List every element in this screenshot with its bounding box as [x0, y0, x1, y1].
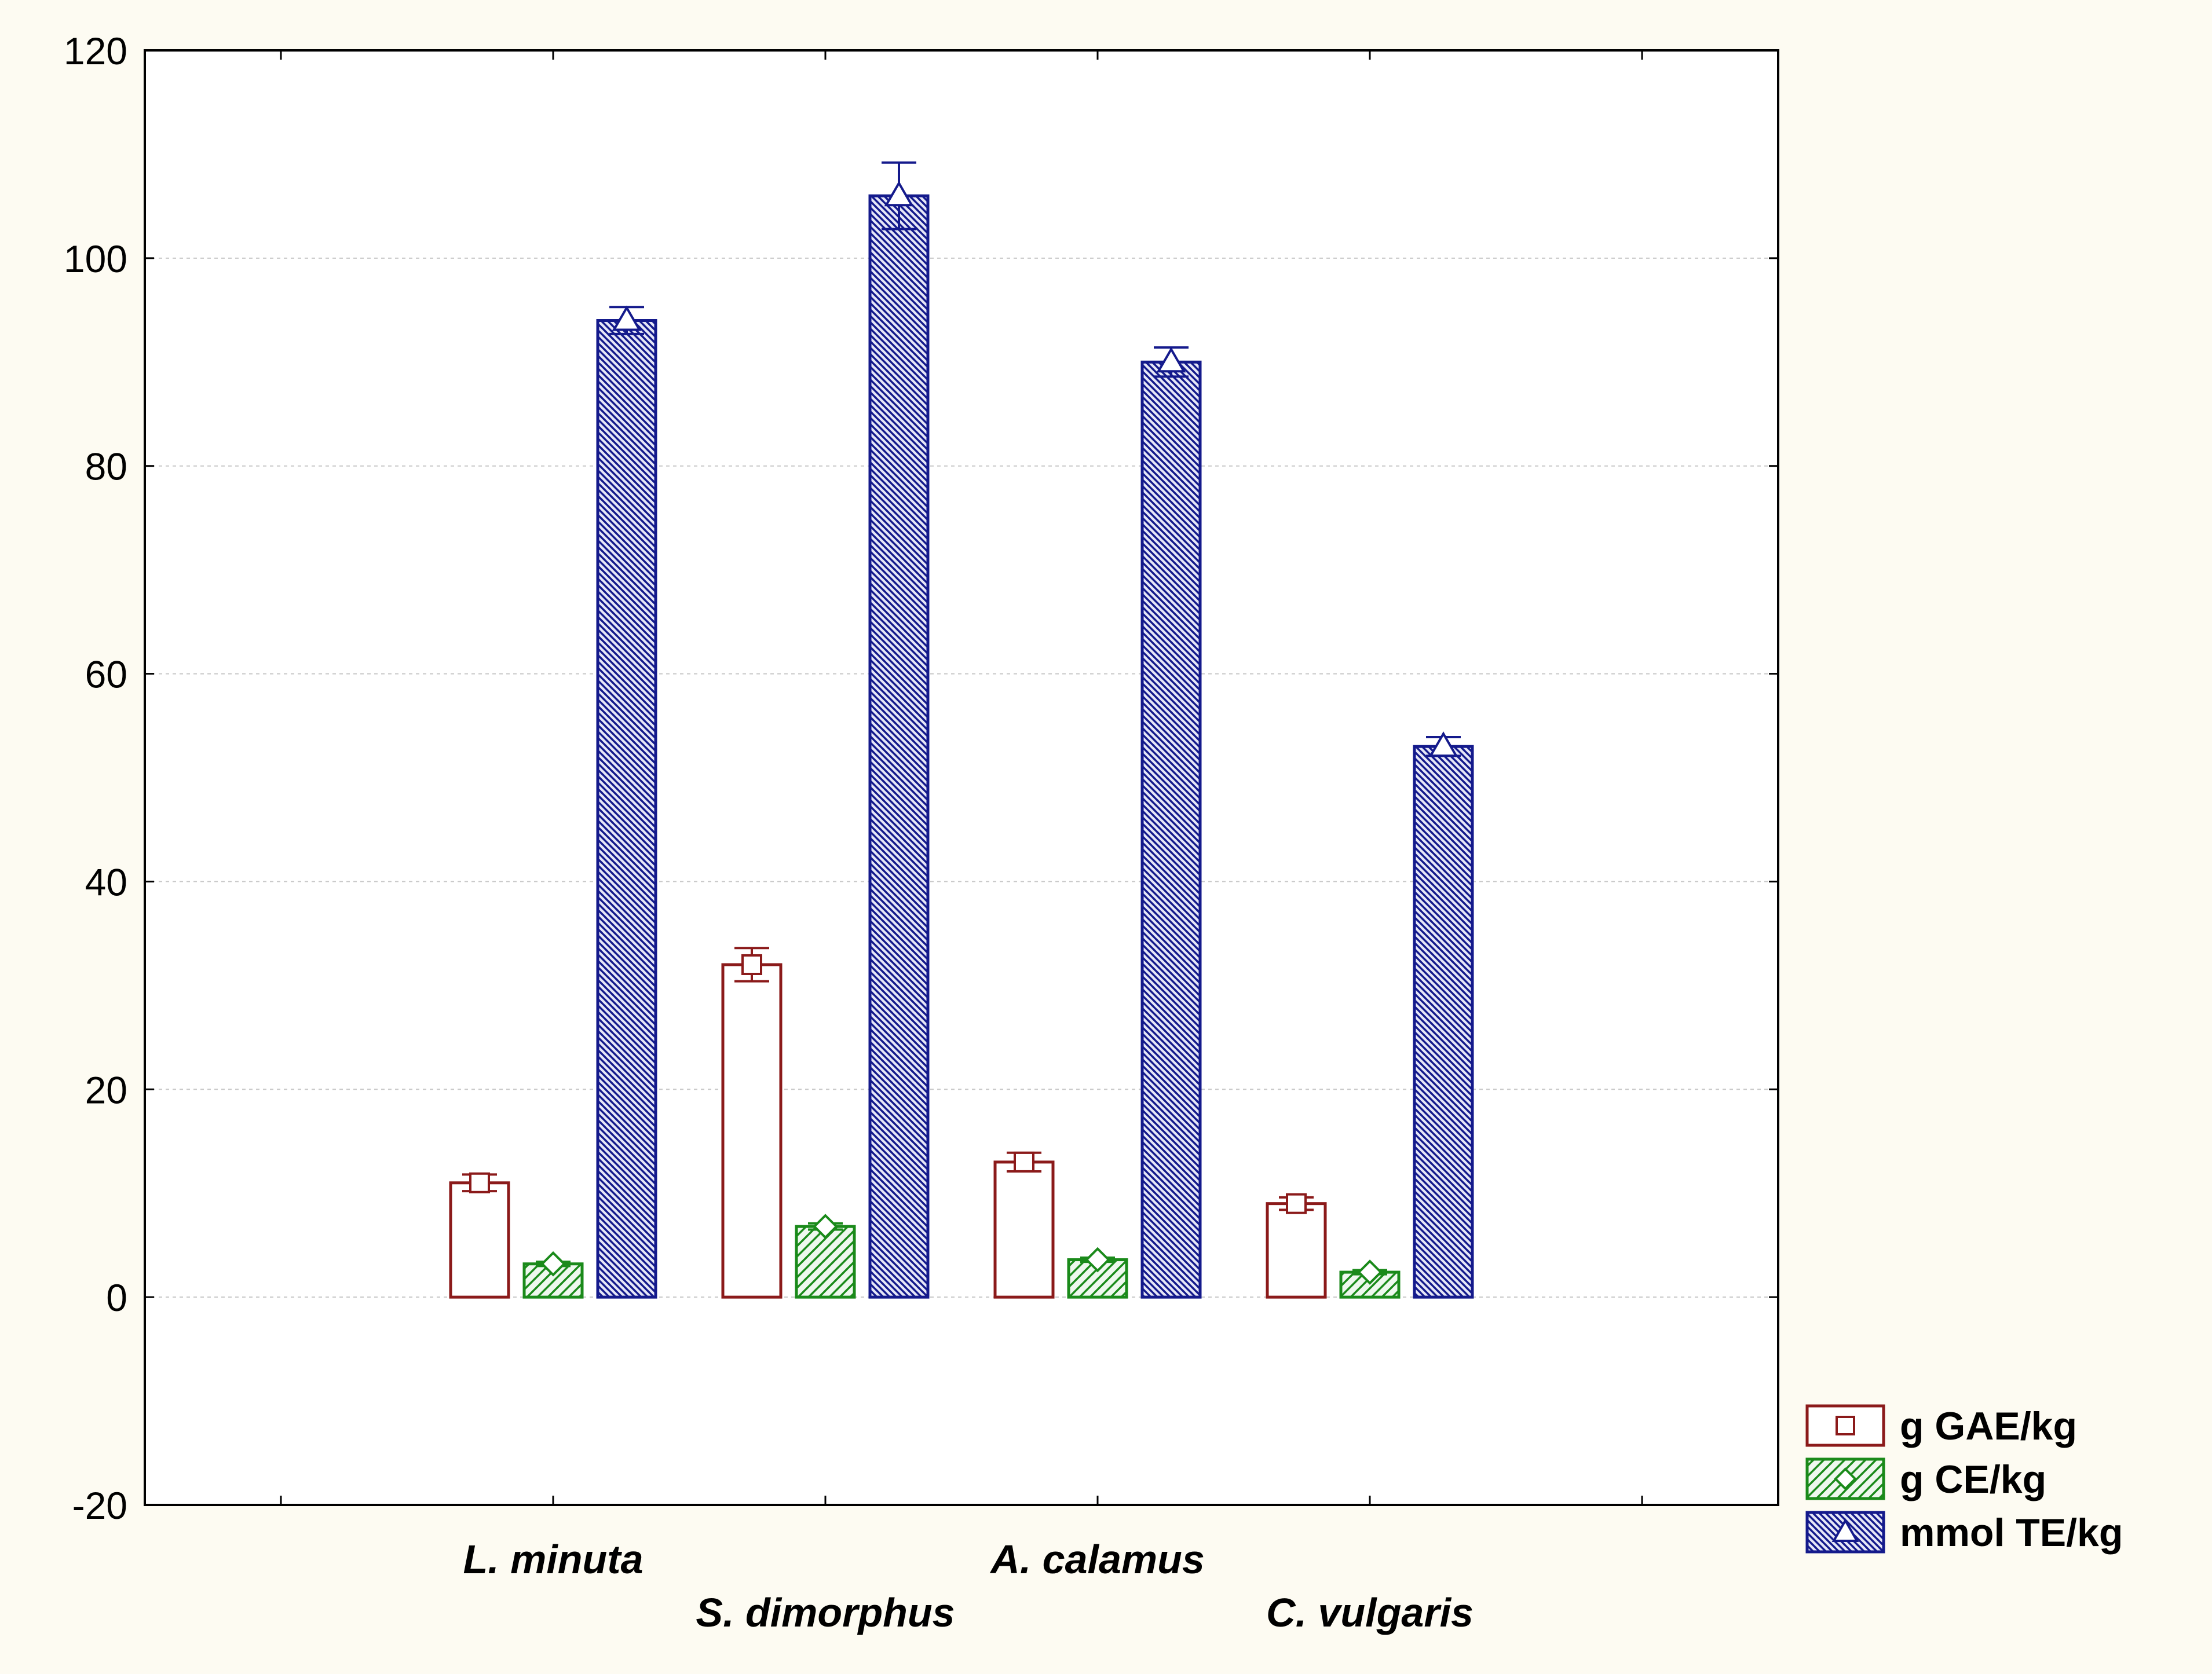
- markers: [469, 181, 1458, 1285]
- legend-label-g-gae-kg: g GAE/kg: [1900, 1404, 2077, 1448]
- legend-swatch-g-ce-kg: [1805, 1457, 1885, 1500]
- marker-mmol-te-kg-1: [884, 181, 914, 207]
- plot-background: [145, 50, 1778, 1505]
- y-tick-label--20: -20: [72, 1484, 127, 1527]
- bar-g-gae-kg-l-minuta: [449, 1181, 510, 1299]
- marker-g-gae-kg-3: [1286, 1193, 1307, 1214]
- marker-g-ce-kg-0: [540, 1251, 566, 1277]
- bar-mmol-te-kg-c-vulgaris: [1413, 745, 1474, 1299]
- marker-g-gae-kg-2: [1014, 1151, 1034, 1173]
- plot-frame: [144, 49, 1779, 1506]
- legend-label-mmol-te-kg: mmol TE/kg: [1900, 1511, 2123, 1555]
- category-label-c-vulgaris: C. vulgaris: [1266, 1590, 1474, 1635]
- marker-g-ce-kg-2: [1085, 1247, 1110, 1273]
- marker-g-gae-kg-0: [469, 1172, 490, 1193]
- y-tick-label-120: 120: [64, 30, 127, 72]
- marker-mmol-te-kg-3: [1428, 731, 1458, 757]
- legend-item-mmol-te-kg: mmol TE/kg: [1805, 1511, 2123, 1555]
- y-tick-label-0: 0: [106, 1276, 127, 1319]
- marker-g-ce-kg-1: [813, 1214, 838, 1239]
- x-axis-labels: L. minuta S. dimorphus A. calamus C. vulgar…: [463, 1537, 1474, 1635]
- legend-marker-mmol-te-kg: [1831, 1518, 1859, 1542]
- bar-mmol-te-kg-a-calamus: [1140, 360, 1202, 1299]
- y-tick-label-80: 80: [85, 445, 127, 488]
- bar-mmol-te-kg-s-dimorphus: [868, 194, 930, 1299]
- legend-marker-g-ce-kg: [1834, 1467, 1857, 1490]
- marker-g-gae-kg-1: [741, 954, 762, 975]
- y-tick-label-20: 20: [85, 1068, 127, 1111]
- x-axis-ticks: [280, 50, 1643, 1505]
- marker-mmol-te-kg-2: [1156, 347, 1186, 373]
- category-label-s-dimorphus: S. dimorphus: [696, 1590, 955, 1635]
- bar-g-gae-kg-a-calamus: [993, 1160, 1055, 1299]
- bar-g-gae-kg-c-vulgaris: [1266, 1202, 1327, 1299]
- legend-label-g-ce-kg: g CE/kg: [1900, 1457, 2046, 1501]
- legend-item-g-ce-kg: g CE/kg: [1805, 1457, 2046, 1501]
- y-tick-label-60: 60: [85, 653, 127, 696]
- y-tick-label-40: 40: [85, 860, 127, 903]
- legend-marker-g-gae-kg: [1836, 1416, 1855, 1435]
- bars: [449, 194, 1474, 1299]
- legend-item-g-gae-kg: g GAE/kg: [1805, 1404, 2077, 1448]
- y-axis-labels: -20 0 20 40 60 80 100 120: [64, 30, 127, 1527]
- marker-mmol-te-kg-0: [612, 305, 642, 331]
- marker-g-ce-kg-3: [1357, 1259, 1383, 1285]
- grid-lines: [145, 257, 1778, 1298]
- bar-g-gae-kg-s-dimorphus: [721, 963, 783, 1299]
- category-label-a-calamus: A. calamus: [989, 1537, 1205, 1582]
- y-tick-label-100: 100: [64, 237, 127, 280]
- legend: g GAE/kg g CE/kg mmol TE/kg: [1805, 1404, 2123, 1555]
- category-label-l-minuta: L. minuta: [463, 1537, 643, 1582]
- bar-mmol-te-kg-l-minuta: [596, 319, 657, 1299]
